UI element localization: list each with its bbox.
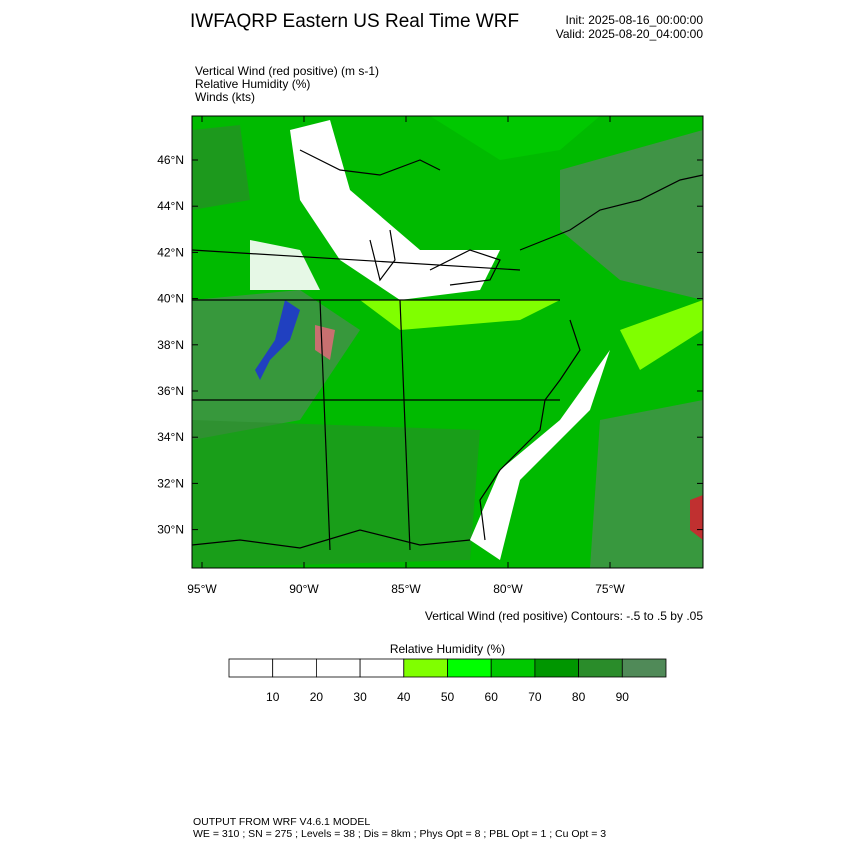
colorbar-box xyxy=(272,658,317,678)
colorbar-tick-label: 70 xyxy=(528,690,542,704)
colorbar-box xyxy=(534,658,580,678)
colorbar-tick-label: 60 xyxy=(485,690,499,704)
lon-label: 90°W xyxy=(289,582,319,596)
colorbar-box xyxy=(490,658,536,678)
colorbar-tick-label: 20 xyxy=(310,690,324,704)
colorbar-box xyxy=(359,658,405,678)
colorbar-box xyxy=(403,658,448,678)
lon-label: 85°W xyxy=(391,582,421,596)
lat-label: 38°N xyxy=(157,338,184,352)
lat-label: 40°N xyxy=(157,292,184,306)
colorbar-tick-label: 80 xyxy=(572,690,586,704)
colorbar-tick-label: 90 xyxy=(616,690,630,704)
colorbar-tick-label: 30 xyxy=(353,690,367,704)
colorbar-tick-label: 10 xyxy=(266,690,280,704)
field-label: Winds (kts) xyxy=(195,90,255,104)
map-field xyxy=(191,116,704,568)
lat-label: 44°N xyxy=(157,199,184,213)
footer-line: OUTPUT FROM WRF V4.6.1 MODEL xyxy=(193,816,370,828)
lon-label: 95°W xyxy=(187,582,217,596)
map-frame xyxy=(191,115,704,569)
lon-label: 80°W xyxy=(493,582,523,596)
field-label: Vertical Wind (red positive) (m s-1) xyxy=(195,64,379,78)
colorbar-box xyxy=(315,658,361,678)
colorbar-tick-label: 50 xyxy=(441,690,455,704)
lat-label: 42°N xyxy=(157,245,184,259)
contour-note: Vertical Wind (red positive) Contours: -… xyxy=(425,609,703,623)
colorbar-title: Relative Humidity (%) xyxy=(390,642,505,656)
lat-label: 30°N xyxy=(157,523,184,537)
colorbar-box xyxy=(228,658,274,678)
colorbar-box xyxy=(621,658,667,678)
colorbar-box xyxy=(447,658,492,678)
lat-label: 46°N xyxy=(157,153,184,167)
lat-label: 36°N xyxy=(157,384,184,398)
title: IWFAQRP Eastern US Real Time WRF xyxy=(190,11,519,32)
valid-time: Valid: 2025-08-20_04:00:00 xyxy=(556,27,704,41)
init-time: Init: 2025-08-16_00:00:00 xyxy=(566,13,704,27)
colorbar-tick-label: 40 xyxy=(397,690,411,704)
field-label: Relative Humidity (%) xyxy=(195,77,310,91)
lon-label: 75°W xyxy=(595,582,625,596)
footer-line: WE = 310 ; SN = 275 ; Levels = 38 ; Dis … xyxy=(193,828,606,840)
lat-label: 32°N xyxy=(157,476,184,490)
lat-label: 34°N xyxy=(157,430,184,444)
colorbar-box xyxy=(578,658,623,678)
